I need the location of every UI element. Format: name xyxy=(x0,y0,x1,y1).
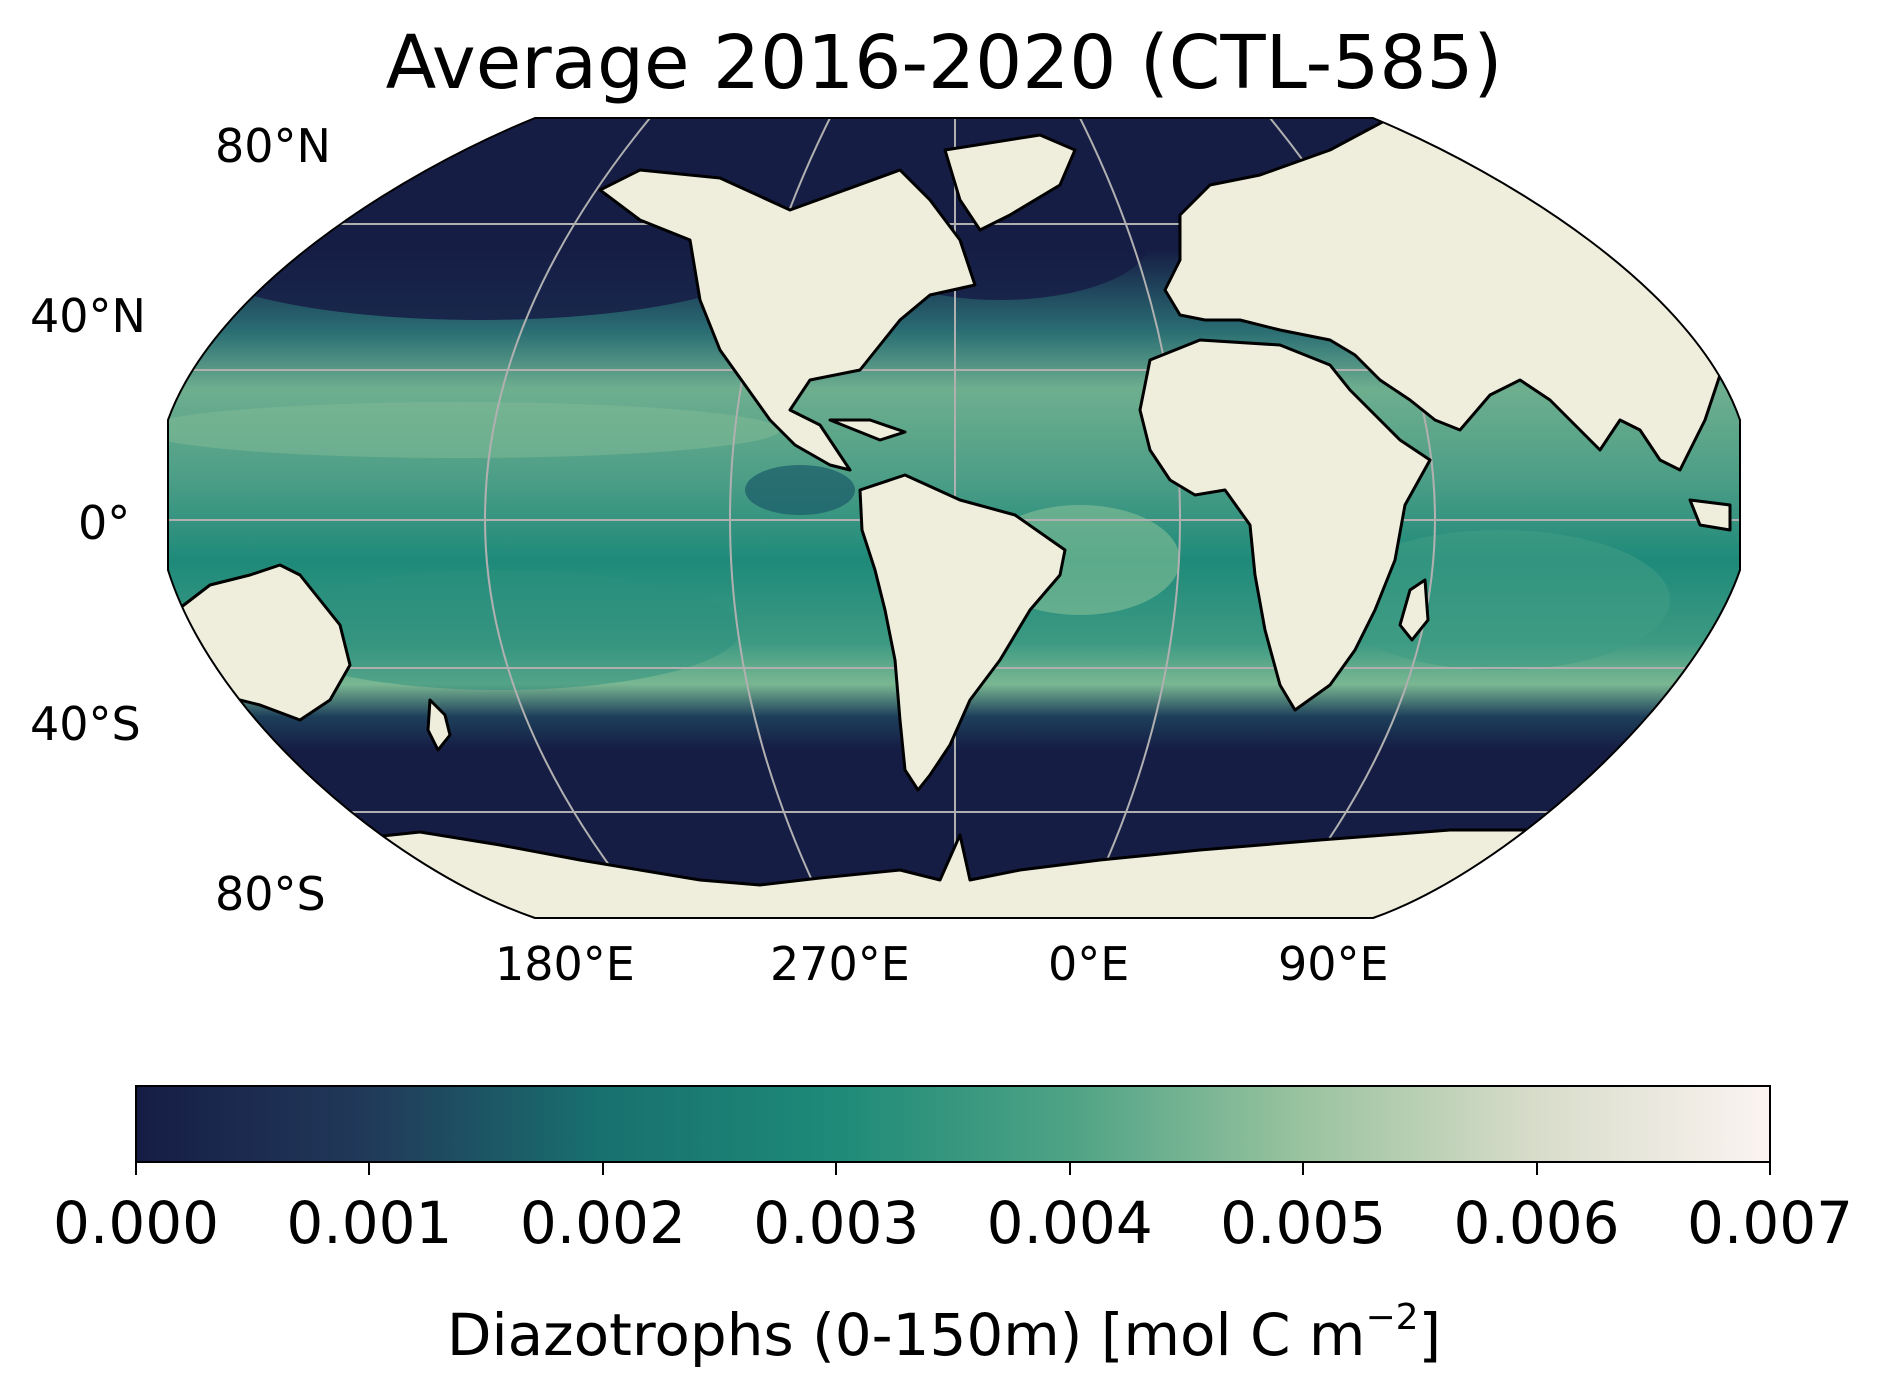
colorbar-tick-label: 0.002 xyxy=(519,1189,686,1257)
lat-label-80n: 80°N xyxy=(215,119,331,173)
land-cuba xyxy=(828,418,907,442)
map-boundary xyxy=(167,117,1741,919)
colorbar-tick xyxy=(1068,1163,1071,1175)
eastern-pacific-dark-patch xyxy=(745,465,855,515)
colorbar-tick xyxy=(1302,1163,1305,1175)
meridian-3 xyxy=(1079,118,1181,918)
lat-label-80s: 80°S xyxy=(215,867,326,921)
land-south-america xyxy=(858,473,1067,792)
colorbar-tick-label: 0.001 xyxy=(286,1189,453,1257)
land-north-america xyxy=(598,168,977,472)
lat-label-40n: 40°N xyxy=(30,289,146,343)
colorbar-tick xyxy=(135,1163,137,1175)
equatorial-pacific-light xyxy=(168,402,780,458)
colorbar-tick-label: 0.000 xyxy=(52,1189,220,1257)
colorbar-label-main: Diazotrophs (0-150m) [mol C m xyxy=(446,1301,1366,1369)
world-map xyxy=(167,117,1741,919)
colorbar-tick xyxy=(368,1163,371,1175)
colorbar-tick xyxy=(601,1163,604,1175)
colorbar-tick xyxy=(835,1163,838,1175)
land-madagascar xyxy=(1398,578,1430,642)
land-antarctica xyxy=(258,828,1652,918)
lon-label-270e: 270°E xyxy=(770,937,910,991)
land-new-zealand xyxy=(426,698,452,752)
colorbar-tick xyxy=(1769,1163,1771,1175)
south-pacific-mid xyxy=(260,570,740,690)
lon-label-0e: 0°E xyxy=(1048,937,1130,991)
meridian-1 xyxy=(484,118,651,918)
colorbar-label: Diazotrophs (0-150m) [mol C m−2] xyxy=(0,1283,1888,1370)
colorbar-label-exponent: −2 xyxy=(1365,1297,1419,1338)
colorbar-tick-label: 0.007 xyxy=(1686,1189,1854,1257)
land-indonesia xyxy=(1688,498,1732,532)
colorbar-tick-label: 0.006 xyxy=(1453,1189,1620,1257)
colorbar-tick-label: 0.003 xyxy=(753,1189,920,1257)
colorbar xyxy=(135,1085,1771,1163)
colorbar-tick xyxy=(1535,1163,1538,1175)
chart-title: Average 2016-2020 (CTL-585) xyxy=(385,20,1503,106)
colorbar-label-end: ] xyxy=(1418,1301,1442,1369)
lon-label-180e: 180°E xyxy=(495,937,635,991)
colorbar-tick-label: 0.004 xyxy=(986,1189,1153,1257)
lat-label-40s: 40°S xyxy=(30,697,141,751)
land-africa xyxy=(1138,338,1432,712)
colorbar-tick-label: 0.005 xyxy=(1220,1189,1387,1257)
land-greenland xyxy=(943,133,1077,232)
lat-label-equator: 0° xyxy=(78,496,131,550)
lon-label-90e: 90°E xyxy=(1278,937,1389,991)
